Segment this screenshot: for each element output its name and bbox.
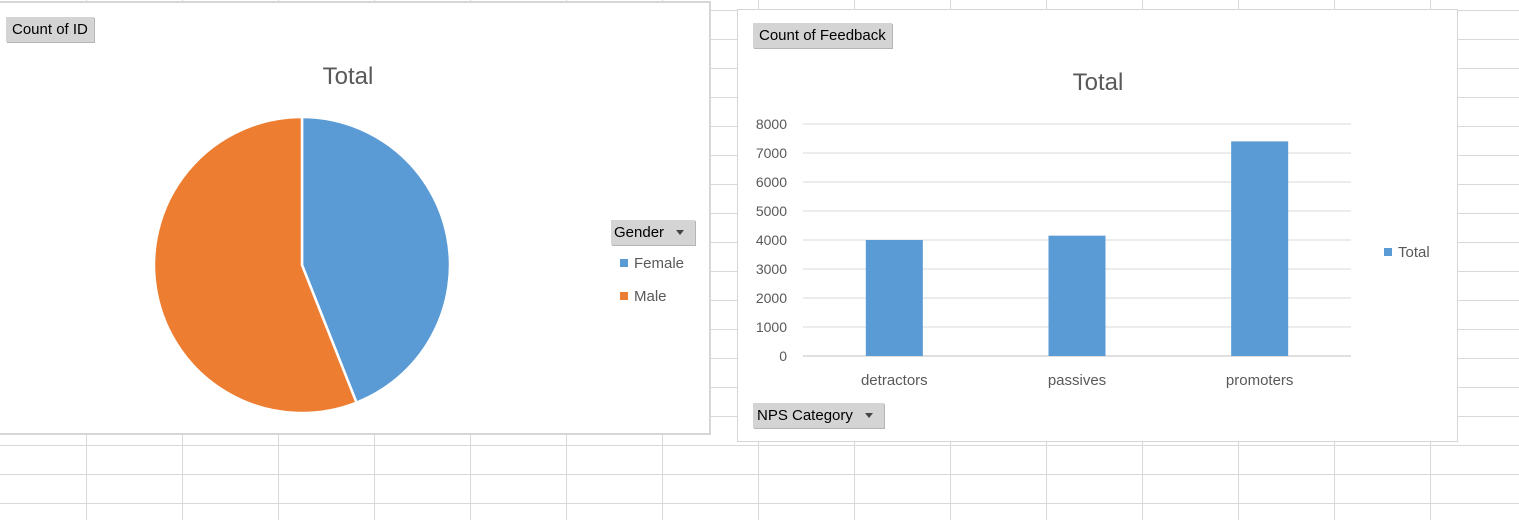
- nps-category-filter-button[interactable]: NPS Category: [753, 403, 884, 428]
- legend-item-female: Female: [620, 255, 684, 273]
- chevron-down-icon: [864, 412, 873, 418]
- count-of-feedback-field-button[interactable]: Count of Feedback: [753, 23, 892, 48]
- pie-slice-male[interactable]: [152, 115, 358, 415]
- y-tick-label: 6000: [756, 174, 787, 190]
- bar-chart-title: Total: [1072, 69, 1124, 96]
- total-swatch-icon: [1384, 248, 1392, 257]
- gender-filter-button[interactable]: Gender: [611, 220, 695, 245]
- pie-chart-container[interactable]: Count of ID Total Gender Female Male: [0, 1, 711, 435]
- pie-slice-female[interactable]: [300, 115, 452, 404]
- male-swatch-icon: [620, 292, 628, 301]
- bar-chart-svg: 0 1000 2000 3000 4000 5000 6000 7000 8000 detract…: [756, 116, 1351, 389]
- chevron-down-icon: [676, 229, 685, 235]
- pie-chart-svg: [152, 115, 452, 415]
- bar-chart-container[interactable]: Count of Feedback Total 0 1000 2000 3000 400…: [737, 9, 1458, 442]
- legend-label-female: Female: [634, 255, 685, 272]
- bar-passives[interactable]: [1048, 235, 1106, 356]
- x-tick-label: detractors: [861, 372, 928, 389]
- legend-label-male: Male: [634, 288, 667, 305]
- x-tick-label: promoters: [1226, 372, 1294, 389]
- y-tick-label: 0: [779, 348, 787, 364]
- legend-label-total: Total: [1398, 244, 1430, 261]
- count-of-id-field-button[interactable]: Count of ID: [6, 17, 94, 42]
- pie-chart-title: Total: [322, 63, 374, 90]
- y-tick-label: 7000: [756, 145, 787, 161]
- y-tick-label: 2000: [756, 290, 787, 306]
- bar-promoters[interactable]: [1231, 141, 1289, 356]
- y-tick-label: 3000: [756, 261, 787, 277]
- x-tick-label: passives: [1048, 372, 1106, 389]
- gender-filter-label: Gender: [614, 224, 665, 241]
- legend-item-male: Male: [620, 288, 667, 306]
- female-swatch-icon: [620, 259, 628, 268]
- nps-category-filter-label: NPS Category: [757, 407, 853, 424]
- y-tick-label: 8000: [756, 116, 787, 132]
- y-tick-label: 4000: [756, 232, 787, 248]
- legend-item-total: Total: [1384, 244, 1430, 262]
- y-tick-label: 1000: [756, 319, 787, 335]
- y-tick-label: 5000: [756, 203, 787, 219]
- bar-detractors[interactable]: [865, 240, 923, 356]
